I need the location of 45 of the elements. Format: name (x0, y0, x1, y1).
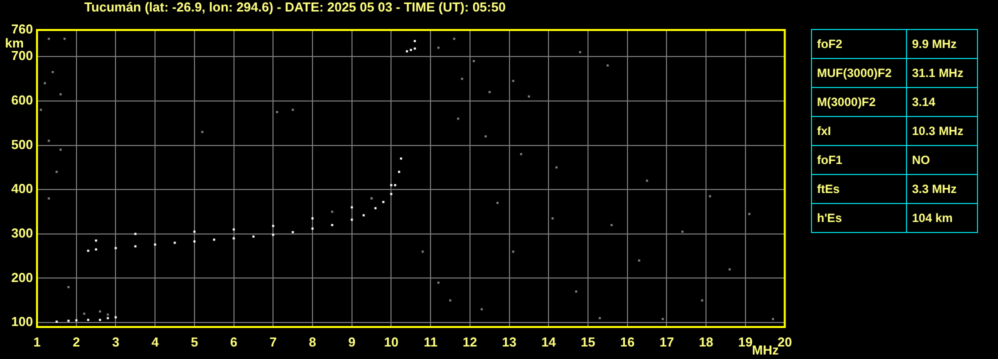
text: foF2 (812, 30, 906, 58)
x-tick-label: 19 (738, 334, 753, 350)
text: h'Es (812, 204, 906, 232)
x-axis-title: MHz (752, 342, 780, 358)
text: 10.3 MHz (906, 116, 978, 146)
x-tick-label: 5 (190, 334, 198, 350)
x-tick-label: 15 (580, 334, 596, 350)
x-tick-label: 20 (778, 334, 792, 350)
x-tick-label: 4 (151, 334, 160, 350)
y-tick-label: 700 (11, 48, 33, 64)
text: 104 km (906, 204, 978, 232)
x-tick-label: 11 (424, 334, 438, 350)
x-tick-label: 12 (462, 334, 478, 350)
text: fxI (812, 116, 906, 146)
text: 3.3 MHz (906, 174, 978, 204)
x-tick-label: 16 (620, 334, 635, 350)
chart-title: Tucumán (lat: -26.9, lon: 294.6) - DATE: 2025 05 03 - TIME (UT): 05:50 (84, 0, 506, 15)
y-tick-label: 760 (11, 22, 33, 37)
x-tick-label: 1 (33, 334, 41, 350)
y-tick-label: 500 (11, 136, 33, 152)
y-tick-label: 600 (11, 92, 33, 108)
x-tick-label: 14 (541, 334, 557, 350)
x-tick-label: 18 (698, 334, 714, 350)
text: M(3000)F2 (812, 88, 906, 116)
x-tick-label: 6 (230, 334, 238, 350)
text: ftEs (812, 174, 906, 204)
text: NO (906, 146, 978, 174)
text: 9.9 MHz (906, 30, 978, 58)
y-tick-label: 100 (11, 314, 33, 330)
x-tick-label: 8 (308, 334, 316, 350)
x-tick-label: 7 (270, 334, 277, 350)
text: foF1 (812, 146, 906, 174)
x-tick-label: 17 (659, 334, 674, 350)
x-tick-label: 2 (72, 334, 80, 350)
x-tick-label: 10 (384, 334, 398, 350)
x-tick-label: 9 (348, 334, 356, 350)
x-tick-label: 3 (112, 334, 120, 350)
text: 3.14 (906, 88, 978, 116)
text: MUF(3000)F2 (812, 58, 906, 88)
x-tick-label: 13 (502, 334, 517, 350)
y-tick-label: 300 (11, 225, 33, 240)
y-tick-label: 200 (11, 270, 33, 285)
y-axis-title: km (5, 36, 24, 51)
text: 31.1 MHz (906, 58, 978, 88)
y-tick-label: 400 (11, 181, 33, 196)
